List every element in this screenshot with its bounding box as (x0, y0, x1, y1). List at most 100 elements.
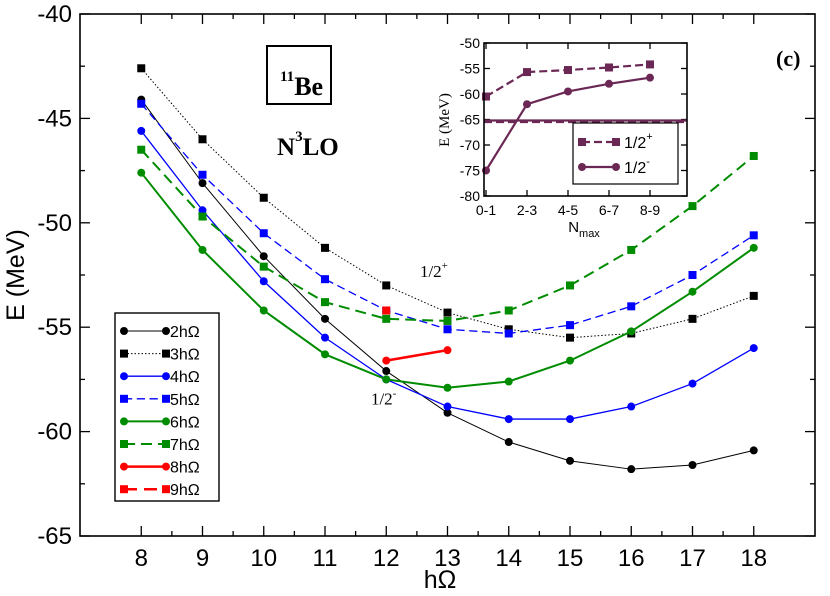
annotation-sup: + (442, 260, 448, 272)
data-point (566, 321, 574, 330)
nucleus-symbol: Be (294, 72, 323, 101)
y-tick-label: -40 (37, 1, 72, 28)
legend-marker (120, 327, 128, 335)
data-point (566, 415, 574, 424)
x-tick-label: 9 (196, 545, 209, 572)
data-point (566, 456, 574, 465)
data-point (504, 306, 513, 315)
panel-label: (c) (776, 46, 800, 71)
legend-label: 5hΩ (170, 392, 200, 409)
data-point (259, 193, 268, 202)
data-point (321, 350, 329, 359)
inset-data-point (605, 63, 613, 72)
data-point (566, 356, 574, 365)
inset-y-tick-label: -50 (460, 35, 480, 51)
data-point (382, 367, 391, 376)
data-point (198, 212, 207, 221)
data-point (504, 438, 513, 447)
y-tick-label: -65 (37, 523, 72, 550)
inset-x-tick-label: 4-5 (558, 202, 578, 218)
data-point (443, 408, 452, 417)
data-point (688, 379, 697, 388)
data-point (382, 356, 391, 365)
inset-data-point (523, 100, 531, 109)
x-tick-label: 13 (434, 545, 461, 572)
series-6 (382, 346, 452, 365)
interaction-exp: 3 (295, 129, 303, 145)
inset-axes-ticks: -80 -75 -70 -65 -60 -55 -50 0-1 2-3 4-5 6-7 8-9 (460, 35, 687, 218)
inset-legend-marker (612, 163, 620, 171)
inset-data-point (523, 68, 531, 77)
y-tick-label: -55 (37, 314, 72, 341)
legend-marker (162, 327, 170, 335)
data-point (259, 277, 268, 286)
inset-y-tick-label: -60 (460, 86, 480, 102)
data-point (198, 170, 207, 179)
inset-data-point (605, 79, 613, 88)
legend-marker (162, 394, 170, 403)
data-point (259, 262, 268, 271)
interaction-suffix: LO (303, 134, 339, 161)
annotation-base: 1/2 (420, 262, 442, 281)
data-point (321, 243, 329, 252)
legend-marker (162, 462, 170, 471)
data-point (137, 64, 146, 73)
series-7 (382, 306, 391, 315)
data-point (627, 402, 636, 411)
inset-legend-sup: - (646, 156, 650, 168)
data-point (504, 325, 513, 334)
nucleus-box (266, 45, 332, 105)
legend-marker (120, 440, 128, 448)
data-point (504, 377, 513, 386)
x-tick-label: 18 (740, 545, 767, 572)
inset-legend-label: 1/2+ (624, 131, 653, 152)
inset-y-axis-label: E (MeV) (437, 93, 453, 147)
data-point (198, 245, 207, 254)
legend-marker (120, 462, 128, 471)
legend-marker (162, 440, 170, 448)
x-tick-label: 12 (373, 545, 400, 572)
data-point (382, 314, 391, 323)
data-point (504, 415, 513, 424)
nucleus-label: 11Be (280, 69, 323, 101)
data-point (443, 402, 452, 411)
inset-legend-label: 1/2- (624, 156, 650, 177)
interaction-base: N (277, 134, 295, 161)
inset-legend-sup: + (646, 131, 652, 143)
data-point (749, 151, 758, 160)
data-point (259, 306, 268, 315)
data-point (688, 202, 697, 211)
inset-legend-base: 1/2 (624, 160, 646, 177)
legend-marker (162, 417, 170, 426)
legend-label: 9hΩ (170, 482, 200, 499)
data-point (443, 325, 452, 334)
legend-label: 8hΩ (170, 460, 200, 477)
inset-x-axis-label: Nmax (568, 219, 600, 240)
legend-marker (162, 349, 170, 358)
nucleus-mass: 11 (280, 69, 294, 85)
data-point (566, 333, 574, 342)
data-point (749, 243, 758, 252)
data-point (382, 306, 391, 315)
inset-data-point (646, 60, 654, 69)
data-point (198, 206, 207, 215)
inset-series-0 (482, 60, 654, 101)
inset-data-point (646, 73, 654, 82)
legend-label: 2hΩ (170, 324, 200, 341)
legend-label: 7hΩ (170, 437, 200, 454)
inset-x-tick-label: 6-7 (599, 202, 619, 218)
legend-marker (162, 485, 170, 494)
inset-y-tick-label: -70 (460, 137, 480, 153)
legend-label: 3hΩ (170, 347, 200, 364)
data-point (321, 298, 329, 307)
data-point (137, 126, 146, 135)
data-point (443, 316, 452, 325)
inset-data-point (564, 66, 572, 75)
inset-plot-frame (483, 42, 688, 197)
inset-series-1 (482, 73, 654, 175)
data-point (749, 291, 758, 300)
y-tick-label: -45 (37, 105, 72, 132)
y-axis-label: E (MeV) (2, 229, 30, 321)
inset-y-tick-label: -65 (460, 112, 480, 128)
